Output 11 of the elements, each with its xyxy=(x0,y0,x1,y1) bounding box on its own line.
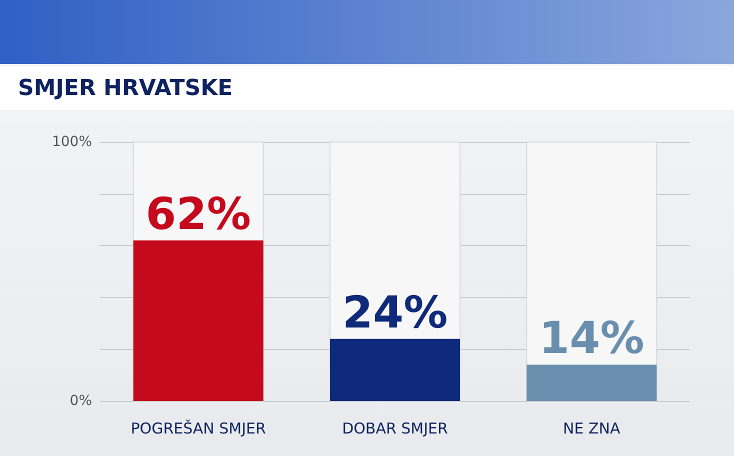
data-label: 14% xyxy=(539,313,644,364)
chart-title: SMJER HRVATSKE xyxy=(18,76,233,101)
x-tick-label: POGREŠAN SMJER xyxy=(130,420,266,438)
data-label: 62% xyxy=(146,188,251,240)
y-tick-label: 0% xyxy=(70,393,92,409)
bar xyxy=(526,364,657,401)
data-label: 24% xyxy=(342,287,448,338)
y-tick-label: 100% xyxy=(52,134,92,150)
bar xyxy=(330,338,460,401)
x-tick-label: DOBAR SMJER xyxy=(342,420,448,438)
x-tick-label: NE ZNA xyxy=(563,420,622,438)
